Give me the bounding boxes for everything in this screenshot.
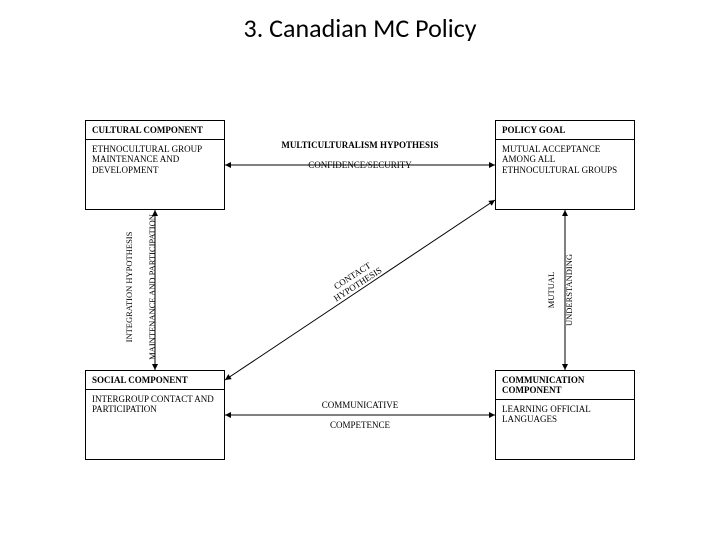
edge-label-left-2: MAINTENANCE AND PARTICIPATION <box>147 202 157 372</box>
node-body: MUTUAL ACCEPTANCE AMONG ALL ETHNOCULTURA… <box>496 140 634 179</box>
node-communication-component: COMMUNICATION COMPONENT LEARNING OFFICIA… <box>495 370 635 460</box>
edge-label-line: CONFIDENCE/SECURITY <box>260 160 460 170</box>
node-header: POLICY GOAL <box>496 121 634 140</box>
node-header: SOCIAL COMPONENT <box>86 371 224 390</box>
edge-label-line: COMMUNICATIVE <box>260 400 460 410</box>
node-header: CULTURAL COMPONENT <box>86 121 224 140</box>
edge-label-right-1: MUTUAL <box>546 210 556 370</box>
edge-label-line: COMPETENCE <box>260 420 460 430</box>
diagram-container: CULTURAL COMPONENT ETHNOCULTURAL GROUP M… <box>85 120 635 500</box>
page-title: 3. Canadian MC Policy <box>0 12 720 44</box>
node-body: ETHNOCULTURAL GROUP MAINTENANCE AND DEVE… <box>86 140 224 179</box>
node-cultural-component: CULTURAL COMPONENT ETHNOCULTURAL GROUP M… <box>85 120 225 210</box>
node-header: COMMUNICATION COMPONENT <box>496 371 634 400</box>
edge-label-top: MULTICULTURALISM HYPOTHESIS CONFIDENCE/S… <box>260 140 460 170</box>
node-body: LEARNING OFFICIAL LANGUAGES <box>496 400 634 429</box>
node-social-component: SOCIAL COMPONENT INTERGROUP CONTACT AND … <box>85 370 225 460</box>
node-body: INTERGROUP CONTACT AND PARTICIPATION <box>86 390 224 419</box>
node-policy-goal: POLICY GOAL MUTUAL ACCEPTANCE AMONG ALL … <box>495 120 635 210</box>
edge-label-left-1: INTEGRATION HYPOTHESIS <box>124 207 134 367</box>
edge-label-right-2: UNDERSTANDING <box>564 210 574 370</box>
edge-label-line: MULTICULTURALISM HYPOTHESIS <box>260 140 460 150</box>
edge-label-bottom: COMMUNICATIVE COMPETENCE <box>260 400 460 430</box>
